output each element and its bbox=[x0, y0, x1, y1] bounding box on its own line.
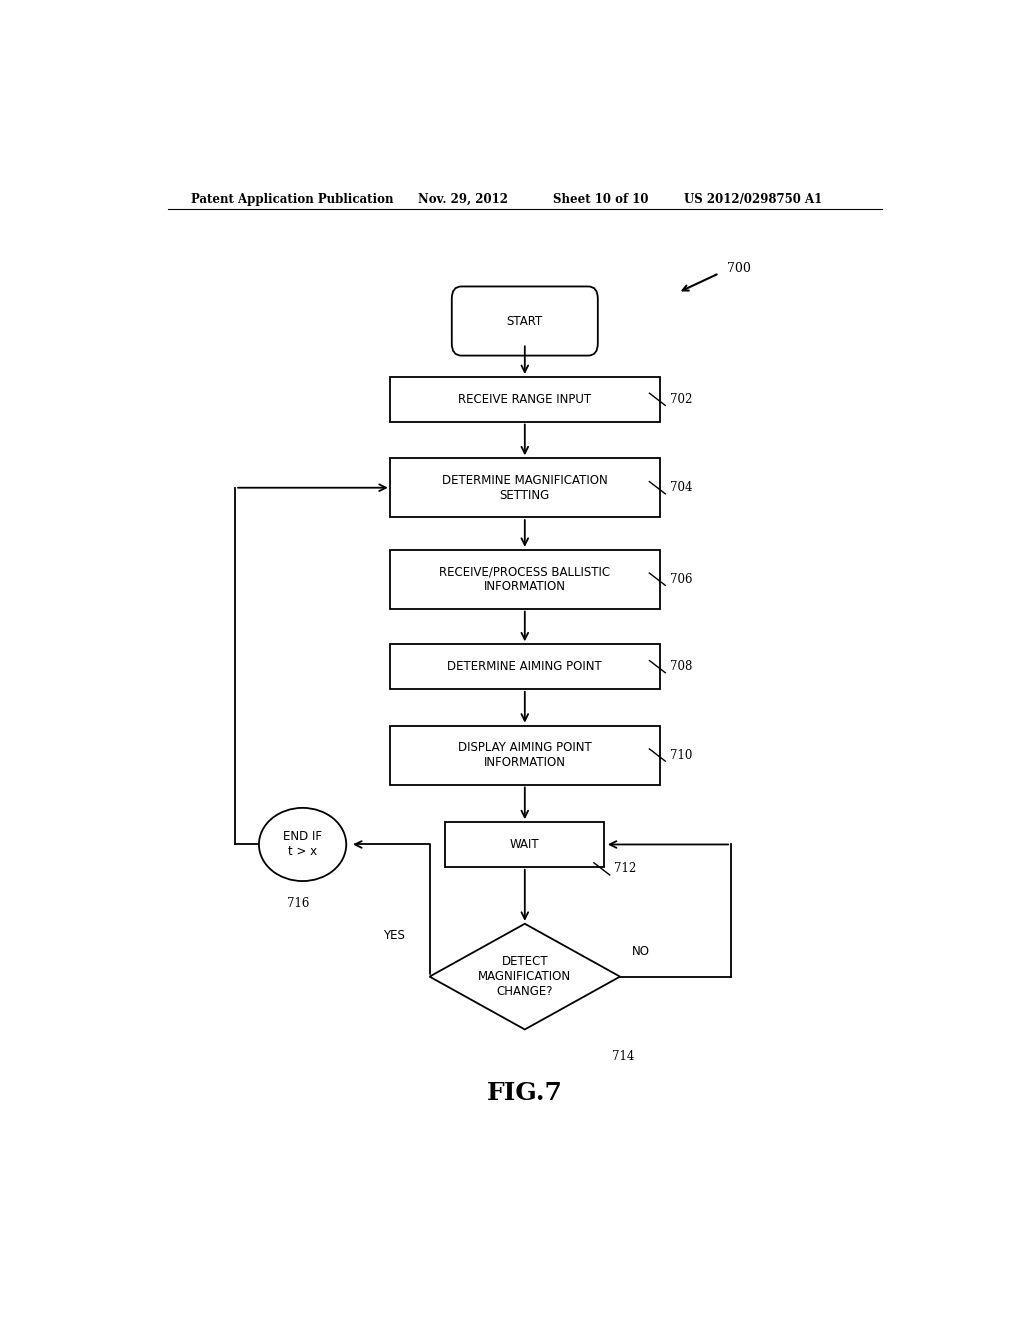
Text: Patent Application Publication: Patent Application Publication bbox=[191, 193, 394, 206]
Text: FIG.7: FIG.7 bbox=[486, 1081, 563, 1105]
Text: 708: 708 bbox=[670, 660, 692, 673]
Text: 706: 706 bbox=[670, 573, 692, 586]
Polygon shape bbox=[430, 924, 620, 1030]
Text: Sheet 10 of 10: Sheet 10 of 10 bbox=[553, 193, 648, 206]
Text: DETERMINE AIMING POINT: DETERMINE AIMING POINT bbox=[447, 660, 602, 673]
Text: END IF
t > x: END IF t > x bbox=[283, 830, 323, 858]
Text: YES: YES bbox=[383, 929, 404, 942]
Ellipse shape bbox=[259, 808, 346, 880]
Bar bbox=[390, 378, 659, 421]
Bar bbox=[390, 458, 659, 517]
Text: START: START bbox=[507, 314, 543, 327]
Text: RECEIVE/PROCESS BALLISTIC
INFORMATION: RECEIVE/PROCESS BALLISTIC INFORMATION bbox=[439, 565, 610, 593]
Text: 716: 716 bbox=[288, 898, 310, 911]
Text: DETECT
MAGNIFICATION
CHANGE?: DETECT MAGNIFICATION CHANGE? bbox=[478, 956, 571, 998]
Bar bbox=[445, 822, 604, 867]
Text: 700: 700 bbox=[727, 261, 751, 275]
Bar bbox=[390, 549, 659, 609]
Text: DISPLAY AIMING POINT
INFORMATION: DISPLAY AIMING POINT INFORMATION bbox=[458, 741, 592, 770]
Text: US 2012/0298750 A1: US 2012/0298750 A1 bbox=[684, 193, 822, 206]
Bar bbox=[390, 726, 659, 784]
Text: 714: 714 bbox=[612, 1049, 635, 1063]
Text: NO: NO bbox=[632, 945, 650, 958]
Text: WAIT: WAIT bbox=[510, 838, 540, 851]
Text: 704: 704 bbox=[670, 482, 692, 494]
Text: RECEIVE RANGE INPUT: RECEIVE RANGE INPUT bbox=[458, 393, 592, 405]
Text: 702: 702 bbox=[670, 393, 692, 405]
Text: 710: 710 bbox=[670, 748, 692, 762]
Text: Nov. 29, 2012: Nov. 29, 2012 bbox=[418, 193, 508, 206]
Text: 712: 712 bbox=[614, 862, 637, 875]
Text: DETERMINE MAGNIFICATION
SETTING: DETERMINE MAGNIFICATION SETTING bbox=[442, 474, 607, 502]
FancyBboxPatch shape bbox=[452, 286, 598, 355]
Bar bbox=[390, 644, 659, 689]
